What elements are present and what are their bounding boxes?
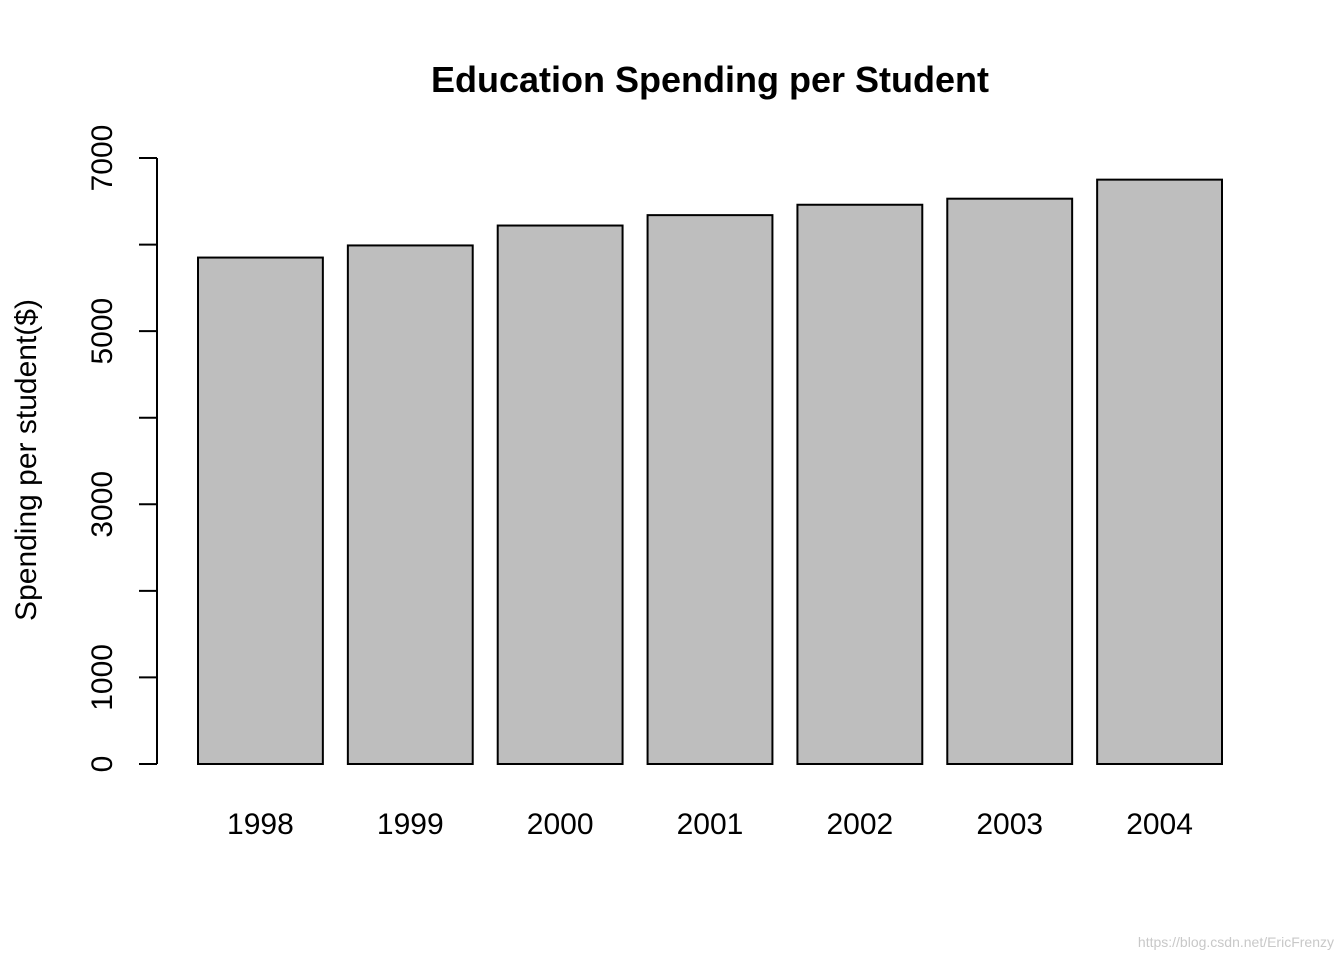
x-tick-label: 1999 [377,808,444,841]
watermark: https://blog.csdn.net/EricFrenzy [1137,934,1334,950]
bar-2000 [496,224,624,766]
x-tick-label: 2002 [826,808,893,841]
bar-1999 [346,244,474,766]
y-tick-label: 3000 [86,471,119,538]
bar-2004 [1096,178,1223,765]
y-axis: 0 1000 3000 5000 7000 [86,125,158,773]
x-tick-label: 2003 [976,808,1043,841]
y-tick-label: 0 [86,756,119,773]
x-tick-labels: 1998 1999 2000 2001 2002 2003 2004 [227,808,1193,841]
bar-1998 [197,256,324,765]
x-tick-label: 2001 [677,808,744,841]
y-axis-label: Spending per student($) [10,299,43,621]
bar-2001 [646,214,774,765]
x-tick-label: 2004 [1126,808,1193,841]
x-tick-label: 2000 [527,808,594,841]
y-tick-label: 7000 [86,125,119,192]
bars-group [197,178,1223,766]
bar-2002 [796,203,924,765]
bar-2003 [946,197,1074,765]
x-tick-label: 1998 [227,808,294,841]
y-tick-label: 1000 [86,644,119,711]
chart-title: Education Spending per Student [431,59,989,100]
y-tick-label: 5000 [86,298,119,365]
